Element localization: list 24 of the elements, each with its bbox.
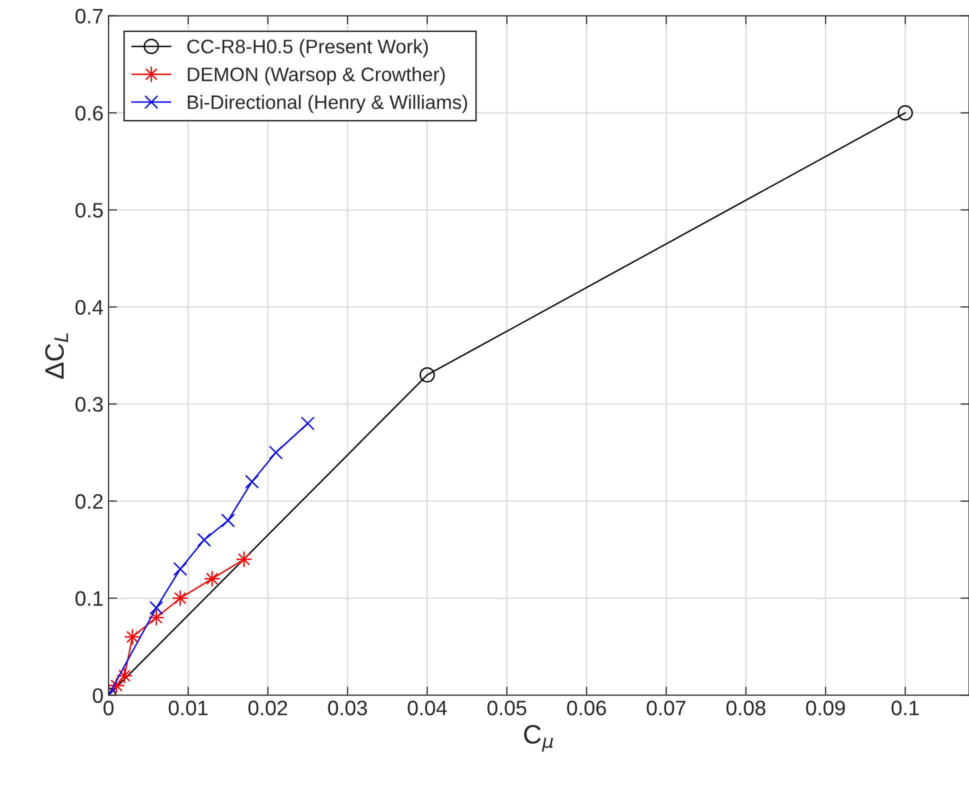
x-tick-label: 0.08 [726,700,766,716]
y-tick-label: 0.6 [76,106,103,121]
x-tick-label: 0.02 [248,700,288,716]
x-tick-label: 0.06 [567,700,606,716]
legend-label: DEMON (Warsop & Crowther) [188,66,445,86]
x-tick-label: 0.03 [328,700,367,716]
x-tick-label: 0.04 [408,700,447,716]
x-tick-label: 0.09 [806,700,845,716]
y-tick-label: 0.2 [76,494,103,509]
y-tick-label: 0.3 [76,397,103,412]
x-tick-label: 0.01 [168,700,208,716]
x-tick-label: 0 [104,700,114,716]
y-tick-label: 0.5 [76,202,103,218]
legend-label: Bi-Directional (Henry & Williams) [188,94,468,113]
y-tick-label: 0.4 [76,300,104,315]
y-axis-title: ΔC$_{L}$ [45,333,68,379]
x-tick-label: 0.05 [487,700,526,716]
y-tick-label: 0.7 [76,8,103,24]
y-tick-label: 0 [92,688,103,703]
x-axis-title: C$_{μ}$ [524,725,554,752]
x-tick-label: 0.07 [646,700,686,716]
legend-label: CC-R8-H0.5 (Present Work) [187,39,428,58]
y-tick-label: 0.1 [76,591,103,606]
x-tick-label: 0.1 [892,700,919,716]
